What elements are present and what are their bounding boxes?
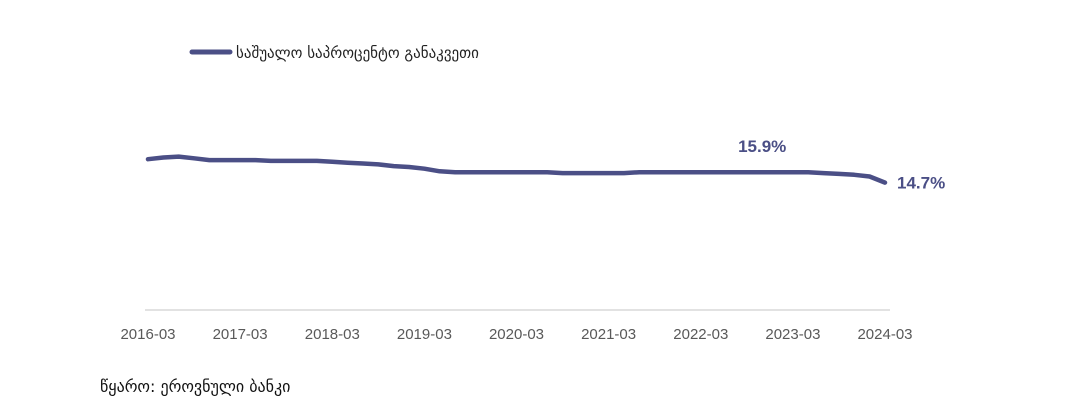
x-tick-label: 2020-03	[489, 326, 544, 343]
series-line-average-interest-rate	[145, 154, 888, 185]
data-label: 15.9%	[738, 137, 786, 156]
x-axis-tick-labels: 2016-03 2017-03 2018-03 2019-03 2020-03 2021-…	[120, 326, 912, 343]
x-tick-label: 2019-03	[397, 326, 452, 343]
source-note: წყარო: ეროვნული ბანკი	[100, 377, 291, 396]
x-tick-label: 2022-03	[673, 326, 728, 343]
legend-label: საშუალო საპროცენტო განაკვეთი	[236, 44, 479, 62]
x-tick-label: 2024-03	[857, 326, 912, 343]
x-tick-label: 2018-03	[305, 326, 360, 343]
data-label: 14.7%	[897, 174, 945, 193]
x-tick-label: 2023-03	[765, 326, 820, 343]
chart-legend: საშუალო საპროცენტო განაკვეთი	[189, 44, 479, 62]
data-labels: 15.9% 14.7%	[738, 137, 945, 192]
x-tick-label: 2017-03	[213, 326, 268, 343]
x-tick-label: 2016-03	[120, 326, 175, 343]
x-tick-label: 2021-03	[581, 326, 636, 343]
